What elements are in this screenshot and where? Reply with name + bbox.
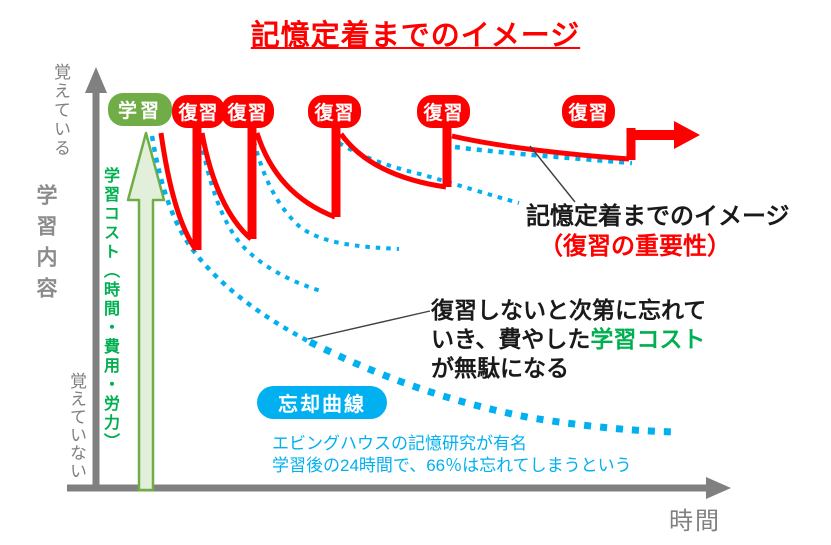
forgetting-curve-main-tail bbox=[308, 338, 677, 436]
review-box: 復習 bbox=[562, 95, 615, 128]
y-axis-arrowhead bbox=[85, 67, 107, 93]
ebbinghaus-note: エビングハウスの記憶研究が有名 学習後の24時間で、66％は忘れてしまうという bbox=[272, 433, 632, 477]
callout-line-retention bbox=[529, 145, 576, 203]
x-axis-arrowhead bbox=[706, 477, 731, 499]
no-review-line1: 復習しないと次第に忘れて bbox=[431, 297, 707, 323]
title-row: 記憶定着までのイメージ bbox=[0, 12, 831, 54]
forgetting-curve-after-review-4 bbox=[454, 144, 633, 166]
page-title: 記憶定着までのイメージ bbox=[250, 20, 581, 52]
retention-decay-2 bbox=[254, 132, 336, 220]
retention-annotation-line1: 記憶定着までのイメージ bbox=[526, 203, 790, 230]
y-axis-label-learning-content: 学習内容 bbox=[34, 184, 57, 308]
ebbinghaus-note-line2: 学習後の24時間で、66％は忘れてしまうという bbox=[272, 456, 632, 475]
retention-decay-1 bbox=[199, 132, 253, 241]
no-review-line2-highlight: 学習コスト bbox=[590, 326, 706, 352]
review-box: 復習 bbox=[308, 95, 361, 128]
ebbinghaus-note-line1: エビングハウスの記憶研究が有名 bbox=[272, 434, 527, 453]
no-review-line3: が無駄になる bbox=[431, 355, 569, 381]
retention-annotation-line2: （復習の重要性） bbox=[539, 233, 731, 260]
review-box: 復習 bbox=[221, 95, 274, 128]
retention-decay-4 bbox=[451, 133, 630, 162]
no-review-line2: いき、費やした学習コスト bbox=[431, 325, 706, 354]
retention-annotation: 記憶定着までのイメージ （復習の重要性） bbox=[526, 202, 790, 262]
y-axis-label-remembering: 覚えている bbox=[51, 63, 70, 158]
learning-cost-label: 学習コスト（時間・費用・労力） bbox=[101, 167, 118, 452]
forgetting-curve-after-review-3 bbox=[337, 141, 520, 205]
cost-arrow-shape bbox=[126, 131, 166, 492]
retention-decay-0 bbox=[158, 132, 199, 252]
forgetting-curve-after-review-2 bbox=[252, 140, 400, 251]
learn-box: 学習 bbox=[108, 93, 172, 126]
forgetting-curve-badge: 忘却曲線 bbox=[257, 386, 387, 419]
no-review-line2-pre: いき、費やした bbox=[431, 326, 591, 352]
forgetting-curve-main-start bbox=[149, 135, 312, 344]
review-box: 復習 bbox=[417, 95, 470, 128]
retention-decay-3 bbox=[338, 132, 447, 190]
no-review-annotation: 復習しないと次第に忘れて いき、費やした学習コスト が無駄になる bbox=[431, 296, 706, 383]
retention-arrowhead bbox=[674, 121, 700, 149]
review-box: 復習 bbox=[172, 95, 225, 128]
y-axis-label-not-remembering: 覚えていない bbox=[67, 372, 86, 480]
x-axis-label-time: 時間 bbox=[669, 508, 721, 535]
callout-line-forgetting bbox=[307, 310, 431, 340]
